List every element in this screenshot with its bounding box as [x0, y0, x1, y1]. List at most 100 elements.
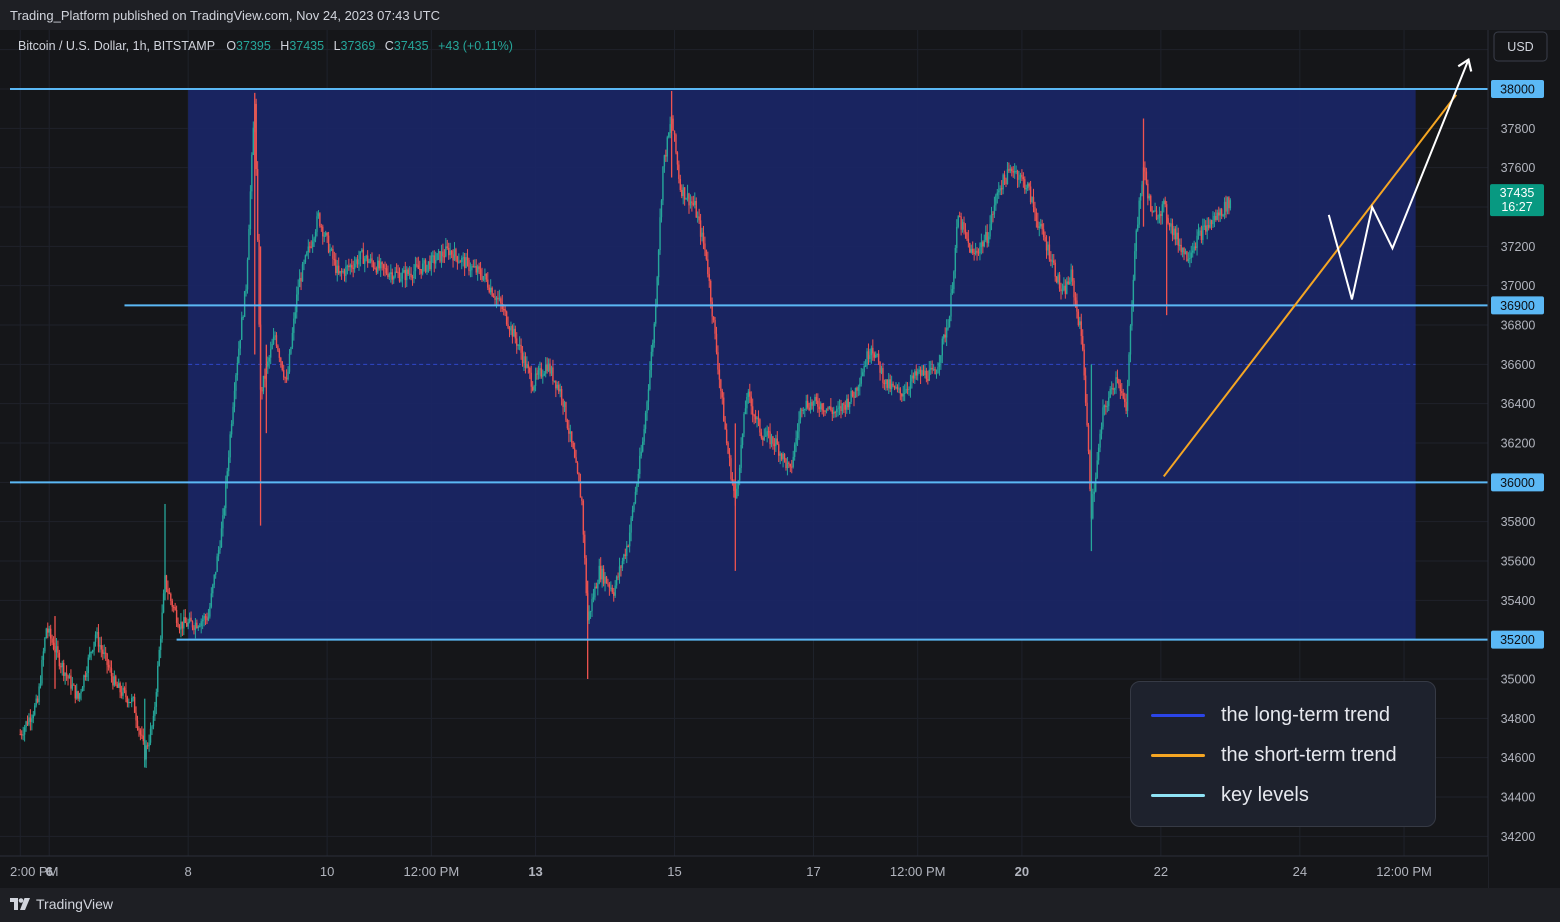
candle-body [566, 420, 569, 429]
candle-body [578, 472, 580, 482]
candle-body [1027, 183, 1029, 189]
candle-body [374, 267, 376, 269]
candle-body [830, 406, 832, 411]
candle-body [1109, 388, 1111, 398]
candle-body [77, 691, 79, 699]
tradingview-logo[interactable]: TradingView [10, 896, 113, 912]
candle-body [725, 429, 728, 444]
candle-body [912, 375, 915, 379]
candle-body [175, 609, 178, 623]
candle-body [1067, 281, 1069, 284]
candle-body [278, 350, 281, 358]
candle-body [695, 201, 697, 218]
candle-body [526, 364, 528, 368]
key-level-tag-label: 35200 [1500, 633, 1535, 647]
candle-body [792, 456, 794, 467]
candle-body [115, 676, 117, 685]
candle-body [1006, 169, 1009, 185]
candle-body [1021, 174, 1023, 177]
candle-body [804, 408, 806, 410]
candle-body [510, 326, 512, 331]
candle-body [854, 387, 857, 398]
candle-body [791, 466, 793, 468]
candle-body [620, 566, 622, 568]
price-chart[interactable]: 34200 34400 34600 34800 35000 35400 35600 35800… [0, 30, 1560, 888]
candle-body [970, 248, 972, 253]
candle-body [641, 441, 644, 452]
candle-body [655, 304, 657, 324]
candle-body [660, 200, 663, 218]
last-price-tag: 37435 16:27 [1490, 184, 1544, 217]
candle-body [996, 192, 999, 196]
candle-body [159, 638, 162, 650]
candle-body [214, 571, 217, 575]
candle-body [704, 243, 706, 250]
candle-body [613, 592, 615, 596]
candle-body [1213, 215, 1216, 220]
candle-body [1012, 171, 1014, 173]
candle-body [1139, 193, 1142, 201]
candle-body [461, 257, 463, 263]
candle-body [120, 692, 123, 696]
candle-body [555, 380, 557, 389]
candle-body [1025, 188, 1027, 190]
candle-body [73, 684, 75, 686]
candle-body [539, 368, 541, 371]
candle-body [294, 312, 296, 319]
candle-body [19, 734, 21, 736]
candle-body [369, 258, 372, 262]
candle-body [1011, 168, 1013, 172]
candle-body [772, 436, 774, 444]
candle-body [1167, 218, 1169, 223]
candle-body [313, 238, 315, 242]
candle-body [1132, 279, 1135, 308]
candle-body [714, 319, 716, 334]
candle-body [1053, 260, 1055, 263]
candle-body [1061, 290, 1064, 292]
candle-body [544, 364, 547, 374]
currency-button[interactable]: USD [1493, 31, 1548, 62]
candle-body [763, 436, 765, 441]
candle-body [723, 397, 725, 422]
candle-body [668, 132, 670, 138]
candle-body [783, 453, 786, 459]
candle-body [743, 414, 745, 434]
candle-body [954, 247, 957, 272]
candle-body [861, 372, 864, 377]
candle-body [876, 353, 878, 356]
candle-body [261, 389, 263, 392]
candle-body [775, 438, 777, 447]
candle-body [943, 334, 945, 339]
candle-body [1194, 246, 1197, 248]
candle-body [440, 251, 443, 262]
candle-body [229, 434, 231, 458]
candle-body [226, 471, 228, 482]
candle-body [1152, 210, 1155, 213]
candle-body [834, 411, 836, 413]
candle-body [458, 261, 460, 263]
candle-body [210, 593, 213, 607]
candle-body [204, 616, 207, 619]
candle-body [1126, 385, 1129, 411]
candle-body [702, 232, 705, 244]
candle-body [151, 726, 153, 729]
candle-body [1154, 210, 1156, 212]
candle-body [171, 600, 173, 607]
candle-body [678, 164, 680, 179]
candle-body [689, 201, 692, 206]
candle-body [585, 558, 587, 594]
candle-body [1071, 269, 1074, 281]
candle-body [636, 484, 638, 492]
candle-body [81, 687, 84, 692]
candle-body [372, 262, 375, 268]
candle-body [245, 289, 247, 292]
candle-body [562, 399, 564, 407]
candle-body [773, 443, 776, 447]
candle-body [1034, 207, 1036, 213]
candle-body [463, 257, 466, 269]
candle-body [681, 189, 683, 197]
candle-body [1192, 250, 1194, 253]
candle-body [287, 371, 289, 380]
candle-body [31, 718, 33, 722]
candle-body [838, 406, 841, 409]
